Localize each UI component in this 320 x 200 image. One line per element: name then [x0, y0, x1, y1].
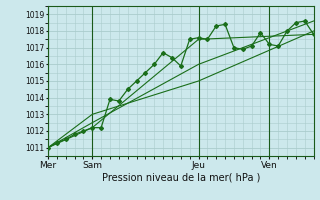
- X-axis label: Pression niveau de la mer( hPa ): Pression niveau de la mer( hPa ): [102, 173, 260, 183]
